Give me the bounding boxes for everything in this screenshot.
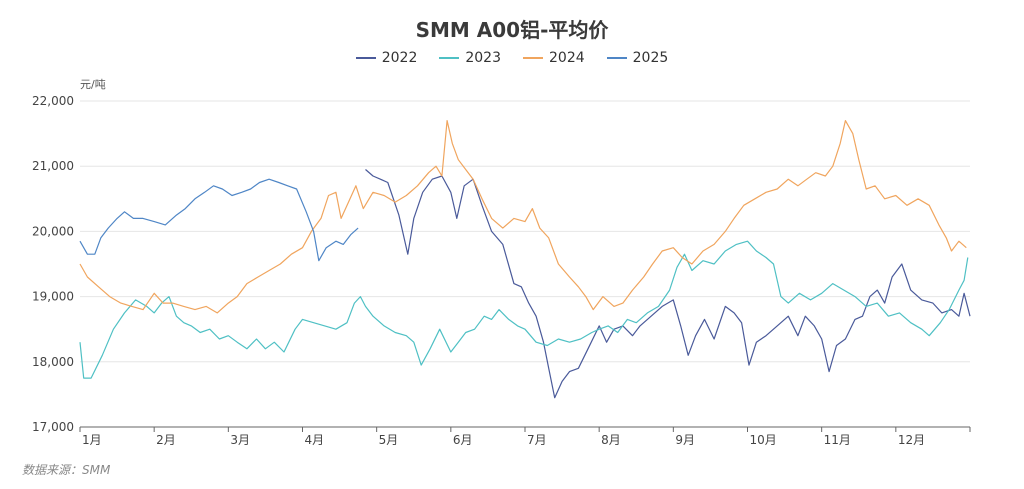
series-line-2024[interactable]: [79, 119, 967, 314]
series-line-2023[interactable]: [79, 240, 969, 379]
x-tick-label: 3月: [230, 433, 250, 447]
y-tick-label: 20,000: [32, 224, 74, 238]
legend: 2022 2023 2024 2025: [0, 50, 1024, 66]
y-tick-label: 18,000: [32, 355, 74, 369]
legend-item-2024[interactable]: 2024: [523, 50, 585, 66]
y-tick-label: 21,000: [32, 159, 74, 173]
legend-label-2024: 2024: [549, 50, 585, 66]
source-note: 数据来源：SMM: [22, 463, 111, 477]
x-tick-label: 10月: [750, 433, 777, 447]
legend-swatch-2024: [523, 57, 543, 59]
legend-swatch-2025: [606, 57, 627, 59]
x-tick-label: 9月: [675, 433, 695, 447]
legend-item-2023[interactable]: 2023: [439, 50, 501, 66]
x-tick-label: 2月: [156, 433, 176, 447]
series-lines: [79, 119, 971, 399]
legend-label-2025: 2025: [632, 50, 669, 66]
y-tick-label: 22,000: [32, 94, 74, 108]
x-tick-label: 7月: [527, 433, 547, 447]
x-tick-label: 4月: [305, 433, 325, 447]
grid-lines: [80, 100, 970, 363]
legend-swatch-2022: [355, 57, 376, 59]
legend-swatch-2023: [439, 57, 460, 59]
series-line-2022[interactable]: [365, 169, 971, 399]
axes: 17,000 18,000 19,000 20,000 21,000 22,000 1月 2月…: [32, 94, 971, 447]
y-unit-label: 元/吨: [80, 78, 106, 91]
legend-label-2023: 2023: [465, 50, 501, 66]
x-tick-label: 6月: [453, 433, 473, 447]
x-tick-label: 11月: [824, 433, 851, 447]
legend-label-2022: 2022: [381, 50, 418, 66]
legend-item-2025[interactable]: 2025: [606, 50, 669, 66]
y-tick-label: 19,000: [32, 290, 74, 304]
x-tick-label: 5月: [379, 433, 399, 447]
series-line-2025[interactable]: [79, 178, 359, 262]
x-tick-label: 12月: [898, 433, 925, 447]
chart-title: SMM A00铝-平均价: [415, 18, 609, 42]
x-tick-label: 8月: [601, 433, 621, 447]
legend-item-2022[interactable]: 2022: [355, 50, 418, 66]
x-tick-label: 1月: [82, 433, 102, 447]
y-tick-label: 17,000: [32, 420, 74, 434]
